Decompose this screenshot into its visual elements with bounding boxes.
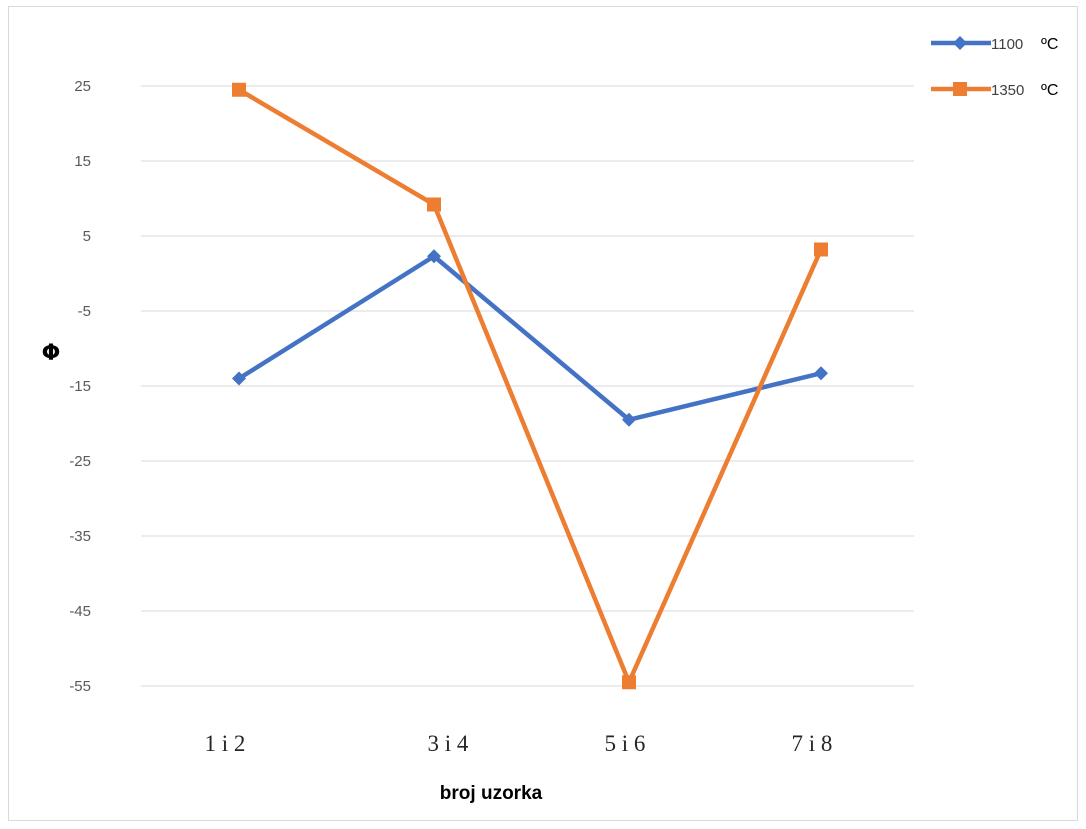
y-axis-ticks: 25 15 5 -5 -15 -25 -35 -45 -55 [69,78,91,695]
data-point-marker [232,371,246,386]
y-tick-label: -55 [69,678,91,695]
chart-frame: 25 15 5 -5 -15 -25 -35 -45 -55 1 i 2 3 i 4 5 i 6 7 … [8,6,1078,821]
legend-unit: ºC [1041,36,1058,53]
legend-label: 1100 [991,36,1023,53]
series-line [236,87,824,685]
y-tick-label: 5 [83,228,91,245]
series-1350 [232,82,828,690]
series-line [236,254,824,422]
y-tick-label: -25 [69,453,91,470]
legend-swatch-marker [953,82,967,96]
x-tick-label: 3 i 4 [428,731,469,756]
data-point-marker [814,242,828,257]
data-point-marker [814,366,828,381]
legend-unit: ºC [1041,82,1058,99]
y-axis-label: Φ [42,341,61,366]
legend-swatch-marker [953,36,967,50]
y-tick-label: -35 [69,528,91,545]
gridlines [141,85,914,687]
data-point-marker [622,675,636,690]
line-chart: 25 15 5 -5 -15 -25 -35 -45 -55 1 i 2 3 i 4 5 i 6 7 … [42,36,1058,804]
legend-label: 1350 [991,82,1024,99]
y-tick-label: -15 [69,378,91,395]
data-point-marker [232,82,246,97]
data-point-marker [427,197,441,212]
series-layer [232,82,828,690]
x-tick-label: 5 i 6 [605,731,646,756]
x-axis-label: broj uzorka [440,783,543,804]
x-tick-label: 1 i 2 [205,731,246,756]
y-tick-label: -45 [69,603,91,620]
x-axis-ticks: 1 i 2 3 i 4 5 i 6 7 i 8 [205,731,833,756]
x-tick-label: 7 i 8 [792,731,833,756]
y-tick-label: 15 [74,153,91,170]
legend-item: 1100 ºC [931,36,1058,53]
legend: 1100 ºC 1350 ºC [931,36,1058,99]
y-tick-label: 25 [74,78,91,95]
y-tick-label: -5 [78,303,91,320]
series-1100 [232,249,828,427]
data-point-marker [622,412,636,427]
data-point-marker [427,249,441,264]
legend-item: 1350 ºC [931,82,1058,99]
